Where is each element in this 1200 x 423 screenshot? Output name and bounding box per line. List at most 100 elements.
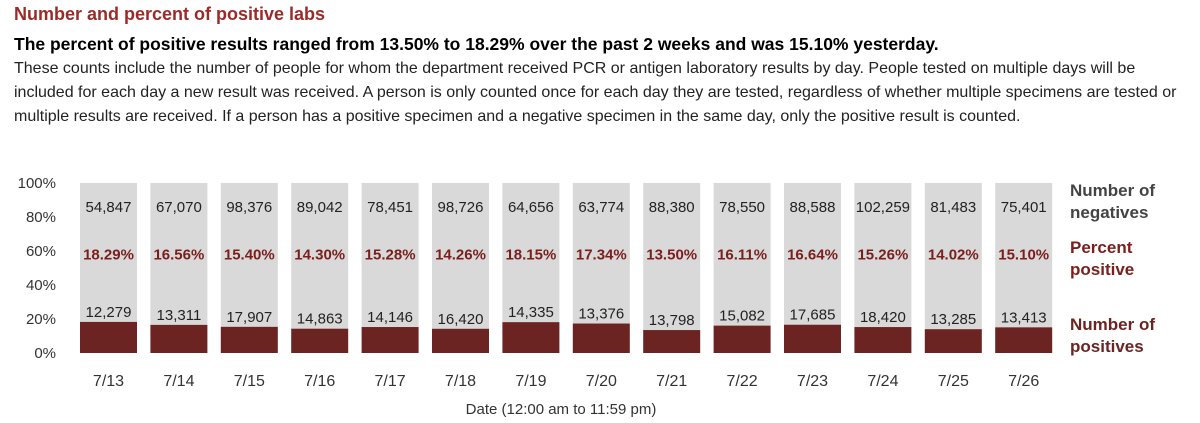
percent-label: 13.50% xyxy=(646,247,697,264)
percent-label: 15.26% xyxy=(857,247,908,264)
percent-label: 15.10% xyxy=(998,247,1049,264)
x-tick-label: 7/22 xyxy=(727,373,758,390)
bar-positives-7-21 xyxy=(643,330,701,353)
x-tick-label: 7/18 xyxy=(445,373,476,390)
negatives-label: 75,401 xyxy=(1001,199,1047,216)
bar-negatives-7-21 xyxy=(643,183,701,331)
x-tick-label: 7/15 xyxy=(234,373,265,390)
percent-label: 14.02% xyxy=(928,247,979,264)
bar-negatives-7-16 xyxy=(291,183,349,329)
positives-label: 13,311 xyxy=(157,307,202,324)
y-tick-label: 60% xyxy=(26,243,56,260)
negatives-label: 78,451 xyxy=(367,199,413,216)
x-tick-label: 7/14 xyxy=(163,373,194,390)
percent-label: 18.29% xyxy=(83,247,134,264)
bar-positives-7-20 xyxy=(572,323,630,353)
x-tick-label: 7/17 xyxy=(375,373,406,390)
y-axis: 0% 20% 40% 60% 80% 100% xyxy=(18,175,56,362)
y-tick-label: 0% xyxy=(34,345,56,362)
legend-positives: positives xyxy=(1070,337,1144,356)
negatives-label: 54,847 xyxy=(86,199,132,216)
positives-label: 18,420 xyxy=(860,309,906,326)
bar-positives-7-26 xyxy=(995,327,1053,353)
positives-label: 14,863 xyxy=(297,311,343,328)
positives-label: 17,907 xyxy=(226,309,272,326)
positives-label: 12,279 xyxy=(86,304,132,321)
positives-label: 15,082 xyxy=(719,308,765,325)
x-tick-label: 7/19 xyxy=(515,373,546,390)
positives-label: 17,685 xyxy=(790,307,836,324)
percent-label: 18.15% xyxy=(505,247,556,264)
x-tick-label: 7/24 xyxy=(867,373,898,390)
bar-negatives-7-24 xyxy=(854,183,912,328)
chart-subtitle: The percent of positive results ranged f… xyxy=(14,34,939,54)
bar-negatives-7-20 xyxy=(572,183,630,324)
x-tick-label: 7/16 xyxy=(304,373,335,390)
percent-label: 14.26% xyxy=(435,247,486,264)
y-tick-label: 20% xyxy=(26,311,56,328)
percent-label: 16.11% xyxy=(717,247,767,264)
x-tick-label: 7/26 xyxy=(1008,373,1039,390)
positives-label: 13,285 xyxy=(930,311,976,328)
bar-negatives-7-23 xyxy=(784,183,841,325)
bar-positives-7-19 xyxy=(502,322,560,353)
legend: Number of negatives Percent positive Number … xyxy=(1070,181,1155,356)
negatives-label: 98,376 xyxy=(226,199,272,216)
legend-negatives: Number of xyxy=(1070,181,1155,200)
negatives-label: 63,774 xyxy=(578,199,624,216)
legend-percent-positive: Percent xyxy=(1070,238,1133,257)
x-tick-label: 7/25 xyxy=(938,373,969,390)
bar-negatives-7-18 xyxy=(432,183,489,329)
negatives-label: 88,380 xyxy=(649,199,695,216)
percent-label: 16.56% xyxy=(153,247,204,264)
chart-description: These counts include the number of peopl… xyxy=(14,60,1177,125)
bar-negatives-7-15 xyxy=(220,183,278,327)
x-axis: 7/13 7/14 7/15 7/16 7/17 7/18 7/19 7/20 7/21 7/22… xyxy=(93,373,1039,390)
x-tick-label: 7/13 xyxy=(93,373,124,390)
bars xyxy=(80,183,1053,353)
bar-negatives-7-17 xyxy=(361,183,419,328)
percent-label: 15.28% xyxy=(365,247,416,264)
bar-positives-7-17 xyxy=(361,327,419,353)
x-tick-label: 7/21 xyxy=(656,373,687,390)
negatives-label: 78,550 xyxy=(719,199,765,216)
positives-label: 13,376 xyxy=(578,306,624,323)
bar-positives-7-13 xyxy=(80,321,137,353)
bar-negatives-7-22 xyxy=(713,183,771,326)
bar-positives-7-18 xyxy=(432,328,489,353)
negatives-label: 64,656 xyxy=(508,199,554,216)
x-tick-label: 7/23 xyxy=(797,373,828,390)
positives-label: 13,413 xyxy=(1001,309,1047,326)
negatives-label: 81,483 xyxy=(930,199,976,216)
x-axis-label: Date (12:00 am to 11:59 pm) xyxy=(466,401,657,418)
percent-label: 14.30% xyxy=(294,247,345,264)
bar-negatives-7-25 xyxy=(924,183,982,330)
positives-label: 14,146 xyxy=(367,309,413,326)
legend-negatives: negatives xyxy=(1070,203,1148,222)
negatives-label: 89,042 xyxy=(297,199,343,216)
bar-positives-7-22 xyxy=(713,325,771,353)
bar-positives-7-23 xyxy=(784,324,841,353)
percent-label: 17.34% xyxy=(576,247,627,264)
bar-negatives-7-19 xyxy=(502,183,560,323)
bar-positives-7-24 xyxy=(854,327,912,353)
negatives-label: 102,259 xyxy=(856,199,910,216)
data-labels: 54,847 18.29% 12,279 67,070 16.56% 13,311 98,3… xyxy=(83,199,1049,329)
x-tick-label: 7/20 xyxy=(586,373,617,390)
y-tick-label: 80% xyxy=(26,209,56,226)
bar-positives-7-25 xyxy=(924,329,982,353)
bar-negatives-7-14 xyxy=(150,183,208,325)
bar-negatives-7-26 xyxy=(995,183,1053,328)
negatives-label: 98,726 xyxy=(438,199,484,216)
bar-positives-7-14 xyxy=(150,324,208,353)
positives-label: 14,335 xyxy=(508,304,554,321)
y-tick-label: 40% xyxy=(26,277,56,294)
bar-negatives-7-13 xyxy=(80,183,137,322)
chart-title: Number and percent of positive labs xyxy=(14,4,326,24)
positives-label: 13,798 xyxy=(649,312,695,329)
y-tick-label: 100% xyxy=(18,175,56,192)
positives-label: 16,420 xyxy=(438,311,484,328)
bar-positives-7-16 xyxy=(291,328,349,353)
legend-percent-positive: positive xyxy=(1070,260,1134,279)
